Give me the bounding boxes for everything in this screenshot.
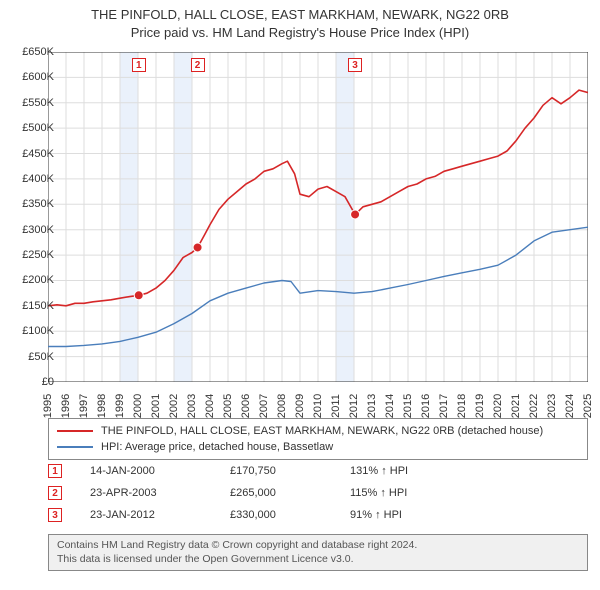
- legend-swatch: [57, 430, 93, 432]
- x-tick-label: 2005: [222, 394, 234, 418]
- x-tick-label: 2013: [366, 394, 378, 418]
- x-tick-label: 2020: [492, 394, 504, 418]
- sale-pct-vs-hpi: 115% ↑ HPI: [350, 487, 407, 499]
- y-tick-label: £550K: [8, 97, 54, 109]
- y-tick-label: £50K: [8, 351, 54, 363]
- x-tick-label: 2021: [510, 394, 522, 418]
- chart-area: [48, 52, 588, 382]
- x-tick-label: 2015: [402, 394, 414, 418]
- sales-table-row: 2 23-APR-2003£265,000115% ↑ HPI: [48, 482, 588, 504]
- x-tick-label: 2024: [564, 394, 576, 418]
- x-tick-label: 2008: [276, 394, 288, 418]
- legend-row: THE PINFOLD, HALL CLOSE, EAST MARKHAM, N…: [57, 423, 579, 439]
- x-tick-label: 2023: [546, 394, 558, 418]
- x-tick-label: 2017: [438, 394, 450, 418]
- sale-marker-box: 2: [191, 58, 205, 72]
- sale-marker-box: 2: [48, 486, 62, 500]
- y-tick-label: £650K: [8, 46, 54, 58]
- x-tick-label: 1996: [60, 394, 72, 418]
- x-tick-label: 2006: [240, 394, 252, 418]
- chart-title-line1: THE PINFOLD, HALL CLOSE, EAST MARKHAM, N…: [0, 6, 600, 24]
- y-tick-label: £500K: [8, 122, 54, 134]
- attribution-line1: Contains HM Land Registry data © Crown c…: [57, 539, 579, 553]
- y-tick-label: £200K: [8, 274, 54, 286]
- sale-marker-box: 1: [48, 464, 62, 478]
- x-tick-label: 2007: [258, 394, 270, 418]
- y-tick-label: £250K: [8, 249, 54, 261]
- y-tick-label: £300K: [8, 224, 54, 236]
- y-tick-label: £400K: [8, 173, 54, 185]
- sale-marker-box: 1: [132, 58, 146, 72]
- x-tick-label: 1995: [42, 394, 54, 418]
- attribution-box: Contains HM Land Registry data © Crown c…: [48, 534, 588, 571]
- x-tick-label: 2019: [474, 394, 486, 418]
- sale-date: 23-APR-2003: [90, 487, 230, 499]
- sales-table-row: 1 14-JAN-2000£170,750131% ↑ HPI: [48, 460, 588, 482]
- sale-price: £330,000: [230, 509, 350, 521]
- y-tick-label: £350K: [8, 198, 54, 210]
- attribution-line2: This data is licensed under the Open Gov…: [57, 553, 579, 567]
- x-tick-label: 1998: [96, 394, 108, 418]
- legend-swatch: [57, 446, 93, 448]
- sale-marker-box: 3: [48, 508, 62, 522]
- x-tick-label: 2011: [330, 394, 342, 418]
- x-tick-label: 2012: [348, 394, 360, 418]
- legend-label: HPI: Average price, detached house, Bass…: [101, 441, 333, 453]
- x-tick-label: 2018: [456, 394, 468, 418]
- y-tick-label: £150K: [8, 300, 54, 312]
- x-tick-label: 2003: [186, 394, 198, 418]
- x-tick-label: 2014: [384, 394, 396, 418]
- x-tick-label: 2001: [150, 394, 162, 418]
- legend-label: THE PINFOLD, HALL CLOSE, EAST MARKHAM, N…: [101, 425, 543, 437]
- sale-date: 23-JAN-2012: [90, 509, 230, 521]
- y-tick-label: £0: [8, 376, 54, 388]
- chart-svg: [48, 52, 588, 382]
- sale-pct-vs-hpi: 131% ↑ HPI: [350, 465, 408, 477]
- legend-row: HPI: Average price, detached house, Bass…: [57, 439, 579, 455]
- y-tick-label: £450K: [8, 148, 54, 160]
- legend-box: THE PINFOLD, HALL CLOSE, EAST MARKHAM, N…: [48, 418, 588, 460]
- x-tick-label: 2022: [528, 394, 540, 418]
- chart-title-block: THE PINFOLD, HALL CLOSE, EAST MARKHAM, N…: [0, 0, 600, 41]
- x-tick-label: 1997: [78, 394, 90, 418]
- sale-price: £170,750: [230, 465, 350, 477]
- chart-title-line2: Price paid vs. HM Land Registry's House …: [0, 24, 600, 42]
- sale-price: £265,000: [230, 487, 350, 499]
- x-tick-label: 2000: [132, 394, 144, 418]
- x-tick-label: 2010: [312, 394, 324, 418]
- sale-date: 14-JAN-2000: [90, 465, 230, 477]
- sale-marker-box: 3: [348, 58, 362, 72]
- x-tick-label: 1999: [114, 394, 126, 418]
- sales-table: 1 14-JAN-2000£170,750131% ↑ HPI 2 23-APR-20…: [48, 460, 588, 526]
- y-tick-label: £600K: [8, 71, 54, 83]
- x-tick-label: 2009: [294, 394, 306, 418]
- x-tick-label: 2016: [420, 394, 432, 418]
- sale-pct-vs-hpi: 91% ↑ HPI: [350, 509, 402, 521]
- x-tick-label: 2004: [204, 394, 216, 418]
- y-tick-label: £100K: [8, 325, 54, 337]
- x-tick-label: 2002: [168, 394, 180, 418]
- x-tick-label: 2025: [582, 394, 594, 418]
- sales-table-row: 3 23-JAN-2012£330,00091% ↑ HPI: [48, 504, 588, 526]
